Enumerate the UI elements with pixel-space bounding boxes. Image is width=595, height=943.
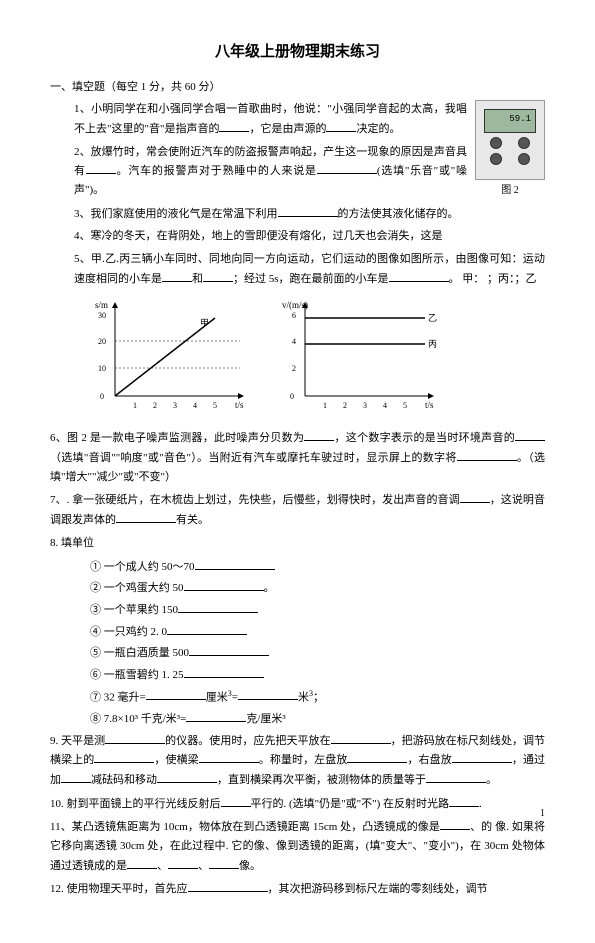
svg-text:乙: 乙 bbox=[428, 313, 437, 323]
question-12: 12. 使用物理天平时，首先应，其次把游码移到标尺左端的零刻线处，调节 bbox=[50, 879, 545, 899]
device-button bbox=[518, 153, 530, 165]
svg-text:20: 20 bbox=[98, 337, 106, 346]
question-11: 11、某凸透镜焦距离为 10cm，物体放在到凸透镜距离 15cm 处，凸透镜成的… bbox=[50, 817, 545, 875]
figure-caption: 图 2 bbox=[475, 182, 545, 199]
blank bbox=[203, 269, 233, 282]
blank bbox=[331, 731, 391, 744]
svg-text:4: 4 bbox=[383, 401, 387, 410]
blank bbox=[167, 622, 247, 635]
svg-text:3: 3 bbox=[173, 401, 177, 410]
blank bbox=[184, 665, 264, 678]
svg-text:0: 0 bbox=[100, 392, 104, 401]
svg-text:10: 10 bbox=[98, 364, 106, 373]
svg-text:t/s: t/s bbox=[235, 400, 244, 410]
svg-text:2: 2 bbox=[153, 401, 157, 410]
sound-meter-image: 59.1 bbox=[475, 100, 545, 180]
device-button bbox=[518, 137, 530, 149]
blank bbox=[189, 643, 269, 656]
svg-text:6: 6 bbox=[292, 311, 296, 320]
svg-text:v/(m/s): v/(m/s) bbox=[282, 300, 308, 310]
svg-text:4: 4 bbox=[193, 401, 197, 410]
svg-text:0: 0 bbox=[290, 392, 294, 401]
chart-2: v/(m/s) t/s 0 2 4 6 1 2 3 4 5 乙丙 bbox=[280, 296, 440, 416]
blank bbox=[184, 578, 264, 591]
question-6: 6、图 2 是一款电子噪声监测器，此时噪声分贝数为，这个数字表示的是当时环境声音… bbox=[50, 428, 545, 486]
blank bbox=[199, 750, 259, 763]
svg-text:5: 5 bbox=[213, 401, 217, 410]
blank bbox=[195, 557, 275, 570]
blank bbox=[221, 794, 251, 807]
blank bbox=[61, 770, 91, 783]
blank bbox=[278, 204, 338, 217]
blank bbox=[515, 428, 545, 441]
blank bbox=[94, 750, 154, 763]
device-button bbox=[490, 153, 502, 165]
blank bbox=[457, 448, 517, 461]
svg-text:30: 30 bbox=[98, 311, 106, 320]
svg-text:2: 2 bbox=[343, 401, 347, 410]
blank bbox=[186, 709, 246, 722]
svg-text:丙: 丙 bbox=[428, 339, 437, 349]
question-9: 9. 天平是测的仪器。使用时，应先把天平放在，把游码放在标尺刻线处，调节横梁上的… bbox=[50, 731, 545, 790]
blank bbox=[146, 687, 206, 700]
blank bbox=[449, 794, 479, 807]
question-7: 7、. 拿一张硬纸片，在木梳齿上划过，先快些，后慢些，划得快时，发出声音的音调，… bbox=[50, 490, 545, 529]
chart-1: s/m t/s 0 10 20 30 1 2 3 4 5 甲 bbox=[90, 296, 250, 416]
blank bbox=[426, 770, 486, 783]
question-4: 4、寒冷的冬天，在背阴处，地上的雪即便没有熔化，过几天也会消失，这是 bbox=[74, 227, 545, 246]
svg-text:1: 1 bbox=[133, 401, 137, 410]
blank bbox=[188, 879, 268, 892]
svg-text:s/m: s/m bbox=[95, 300, 108, 310]
blank bbox=[86, 161, 116, 174]
blank bbox=[162, 269, 192, 282]
units-list: ① 一个成人约 50～70 ② 一个鸡蛋大约 50。 ③ 一个苹果约 150 ④… bbox=[90, 557, 545, 729]
device-figure: 59.1 图 2 bbox=[475, 100, 545, 199]
blank bbox=[105, 731, 165, 744]
page-number: 1 bbox=[540, 805, 545, 822]
charts-container: s/m t/s 0 10 20 30 1 2 3 4 5 甲 v/(m/s) t/s 0 2 4 6 1… bbox=[90, 296, 545, 416]
svg-text:1: 1 bbox=[323, 401, 327, 410]
blank bbox=[389, 269, 449, 282]
svg-text:甲: 甲 bbox=[200, 318, 209, 328]
blank bbox=[209, 856, 239, 869]
question-10: 10. 射到平面镜上的平行光线反射后平行的. (选填"仍是"或"不") 在反射时… bbox=[50, 794, 545, 814]
blank bbox=[219, 119, 249, 132]
blank bbox=[326, 119, 356, 132]
blank bbox=[304, 428, 334, 441]
svg-text:2: 2 bbox=[292, 364, 296, 373]
blank bbox=[127, 856, 157, 869]
svg-text:5: 5 bbox=[403, 401, 407, 410]
blank bbox=[440, 817, 470, 830]
blank bbox=[116, 510, 176, 523]
blank bbox=[157, 770, 217, 783]
blank bbox=[452, 750, 512, 763]
blank bbox=[238, 687, 298, 700]
blank bbox=[168, 856, 198, 869]
blank bbox=[347, 750, 407, 763]
question-3: 3、我们家庭使用的液化气是在常温下利用的方法使其液化储存的。 bbox=[74, 204, 545, 224]
page-title: 八年级上册物理期末练习 bbox=[50, 40, 545, 66]
question-8: 8. 填单位 bbox=[50, 534, 545, 553]
device-button bbox=[490, 137, 502, 149]
section-header: 一、填空题（每空 1 分，共 60 分） bbox=[50, 78, 545, 97]
svg-text:t/s: t/s bbox=[425, 400, 434, 410]
blank bbox=[178, 600, 258, 613]
blank bbox=[460, 490, 490, 503]
blank bbox=[317, 161, 377, 174]
svg-text:3: 3 bbox=[363, 401, 367, 410]
svg-text:4: 4 bbox=[292, 337, 296, 346]
device-screen: 59.1 bbox=[484, 109, 536, 133]
question-5: 5、甲.乙.丙三辆小车同时、同地向同一方向运动，它们运动的图像如图所示，由图像可… bbox=[74, 250, 545, 288]
